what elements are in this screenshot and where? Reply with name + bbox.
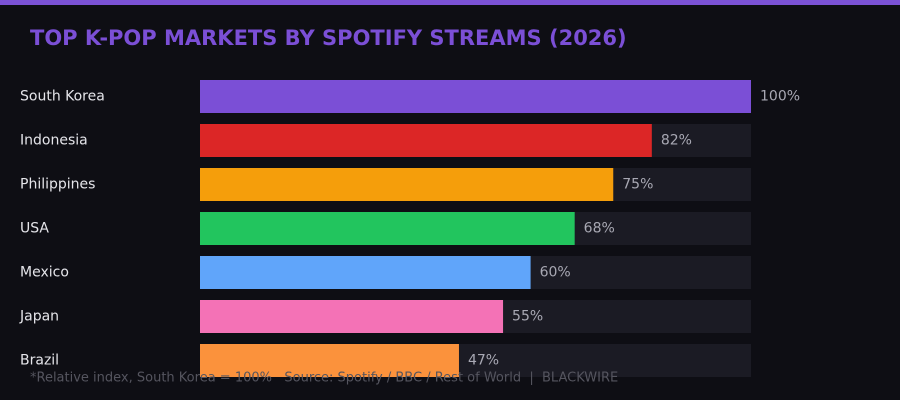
category-label: Philippines [20, 177, 95, 193]
bar [200, 256, 531, 289]
top-strip [0, 0, 900, 5]
bar [200, 212, 575, 245]
bar [200, 168, 614, 201]
value-label: 68% [584, 221, 615, 237]
value-label: 55% [512, 309, 543, 325]
footnote: *Relative index, South Korea = 100% Sour… [30, 371, 618, 386]
category-label: Indonesia [20, 133, 88, 149]
category-label: Brazil [20, 353, 59, 369]
category-label: USA [20, 221, 49, 237]
bar [200, 344, 459, 377]
bars: South Korea 100% Indonesia 82% Philippines 75… [19, 80, 800, 377]
category-label: Japan [19, 309, 59, 325]
value-label: 75% [622, 177, 653, 193]
category-label: South Korea [20, 89, 105, 105]
value-label: 100% [760, 89, 800, 105]
bar [200, 124, 652, 157]
category-label: Mexico [20, 265, 69, 281]
value-label: 82% [661, 133, 692, 149]
bar [200, 300, 504, 333]
bar [200, 80, 751, 113]
value-label: 60% [540, 265, 571, 281]
chart-title: TOP K-POP MARKETS BY SPOTIFY STREAMS (20… [30, 26, 627, 50]
value-label: 47% [468, 353, 499, 369]
